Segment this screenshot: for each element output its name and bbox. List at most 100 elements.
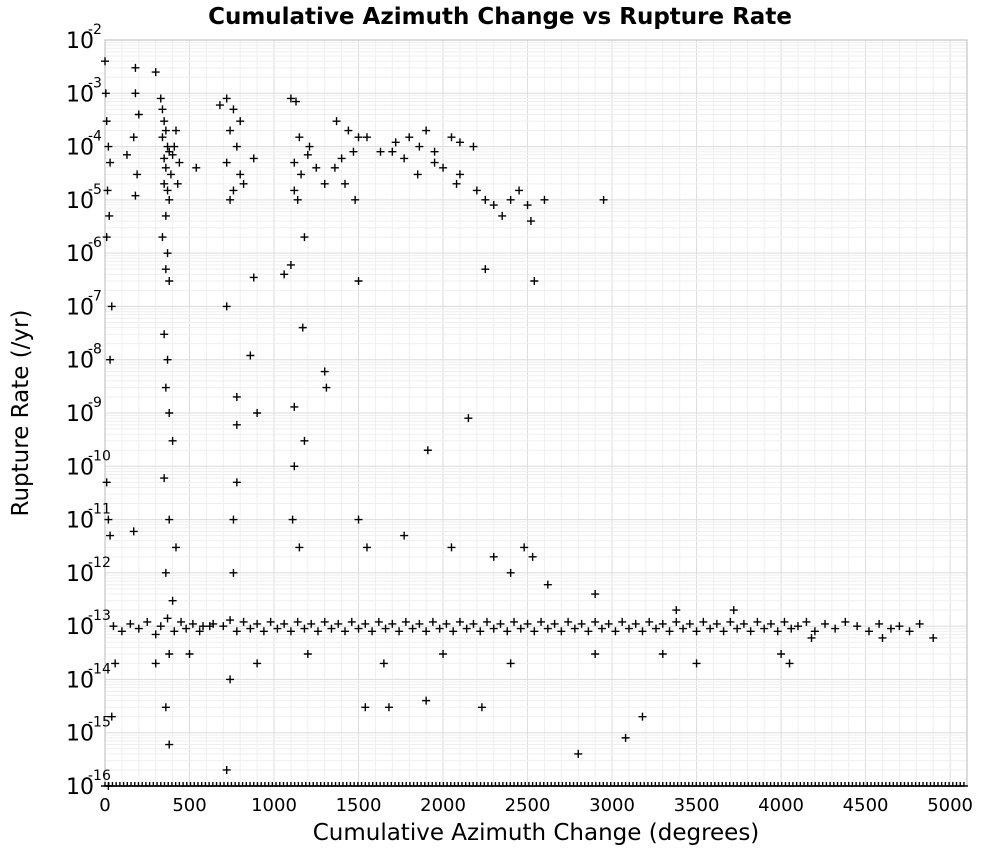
data-point xyxy=(351,195,360,204)
y-tick-label: 10-2 xyxy=(66,22,102,54)
data-point xyxy=(307,619,316,628)
data-point xyxy=(102,478,111,487)
data-point xyxy=(107,302,116,311)
y-tick-base: 10 xyxy=(66,455,94,480)
data-point xyxy=(423,446,432,455)
data-point xyxy=(506,195,515,204)
data-point xyxy=(320,179,329,188)
data-point xyxy=(733,624,742,633)
grid-layer xyxy=(104,39,968,787)
data-point xyxy=(793,622,802,631)
data-point xyxy=(185,650,194,659)
data-point xyxy=(161,211,170,220)
data-point xyxy=(101,89,110,98)
y-tick-label: 10-10 xyxy=(66,448,111,480)
data-point xyxy=(300,436,309,445)
data-point xyxy=(540,195,549,204)
y-tick-label: 10-4 xyxy=(66,129,102,161)
data-point xyxy=(129,527,138,536)
data-point xyxy=(209,619,218,628)
data-point xyxy=(564,617,573,626)
data-point xyxy=(104,142,113,151)
data-point xyxy=(388,619,397,628)
data-point xyxy=(129,133,138,142)
data-point xyxy=(163,355,172,364)
data-point xyxy=(165,409,174,417)
data-point xyxy=(249,154,258,163)
data-point xyxy=(354,133,363,142)
data-point xyxy=(665,627,674,636)
y-tick-exponent: -2 xyxy=(88,22,102,38)
data-point xyxy=(104,515,113,524)
data-point xyxy=(295,543,304,552)
y-tick-base: 10 xyxy=(66,615,94,640)
data-point xyxy=(332,117,341,126)
data-point xyxy=(273,624,282,633)
y-tick-label: 10-12 xyxy=(66,555,111,587)
data-point xyxy=(611,627,620,636)
data-point xyxy=(760,624,769,633)
data-point xyxy=(574,749,583,758)
data-point xyxy=(422,627,431,636)
data-point xyxy=(354,277,363,286)
data-point xyxy=(226,195,235,204)
data-point xyxy=(161,163,170,172)
data-point xyxy=(158,105,167,114)
y-tick-exponent: -3 xyxy=(88,75,102,91)
data-point xyxy=(163,614,172,623)
data-point xyxy=(236,117,245,126)
data-point xyxy=(477,703,486,712)
y-tick-label: 10-6 xyxy=(66,235,102,267)
y-tick-base: 10 xyxy=(66,775,94,800)
data-point xyxy=(246,351,255,360)
data-point xyxy=(482,617,491,626)
data-point xyxy=(658,619,667,628)
data-point xyxy=(878,633,887,642)
data-point xyxy=(469,142,478,151)
data-point xyxy=(101,57,109,66)
data-point xyxy=(726,617,735,626)
data-point xyxy=(638,712,647,721)
data-point xyxy=(408,624,417,633)
y-tick-base: 10 xyxy=(66,242,94,267)
x-tick-label: 1500 xyxy=(336,795,382,816)
y-tick-base: 10 xyxy=(66,668,94,693)
data-point xyxy=(455,170,464,179)
data-point xyxy=(312,163,321,172)
data-point xyxy=(165,515,174,524)
data-point xyxy=(160,117,169,126)
data-point xyxy=(729,606,738,615)
data-point xyxy=(134,110,143,119)
y-tick-base: 10 xyxy=(66,349,94,374)
x-tick-label: 1000 xyxy=(251,795,297,816)
x-tick-label: 5000 xyxy=(927,795,973,816)
data-point xyxy=(699,617,708,626)
data-point xyxy=(105,211,114,220)
data-point xyxy=(374,617,383,626)
data-point xyxy=(591,617,600,626)
data-point xyxy=(831,624,840,633)
data-point xyxy=(322,383,331,392)
data-point xyxy=(163,142,172,151)
data-point xyxy=(777,650,786,659)
data-point xyxy=(368,627,377,636)
data-point xyxy=(182,624,191,633)
data-point xyxy=(886,624,895,633)
data-point xyxy=(679,624,688,633)
data-point xyxy=(807,633,816,642)
data-point xyxy=(222,158,231,167)
data-point xyxy=(905,627,914,636)
data-point xyxy=(570,624,579,633)
data-point xyxy=(692,627,701,636)
y-tick-label: 10-8 xyxy=(66,342,102,374)
data-point xyxy=(875,619,884,628)
data-point xyxy=(929,633,938,642)
data-point xyxy=(391,138,400,147)
data-point xyxy=(915,619,924,628)
data-point xyxy=(362,543,371,552)
data-point xyxy=(537,617,546,626)
data-point xyxy=(543,580,552,589)
x-tick-label: 2500 xyxy=(505,795,551,816)
data-point xyxy=(685,619,694,628)
